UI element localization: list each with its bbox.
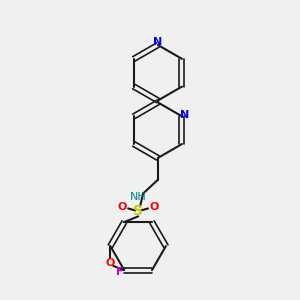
Text: NH: NH	[130, 192, 146, 202]
Text: F: F	[116, 267, 123, 277]
Text: N: N	[153, 37, 163, 47]
Text: O: O	[106, 258, 115, 268]
Text: S: S	[133, 204, 143, 218]
Text: N: N	[180, 110, 190, 120]
Text: O: O	[149, 202, 159, 212]
Text: O: O	[118, 202, 127, 212]
